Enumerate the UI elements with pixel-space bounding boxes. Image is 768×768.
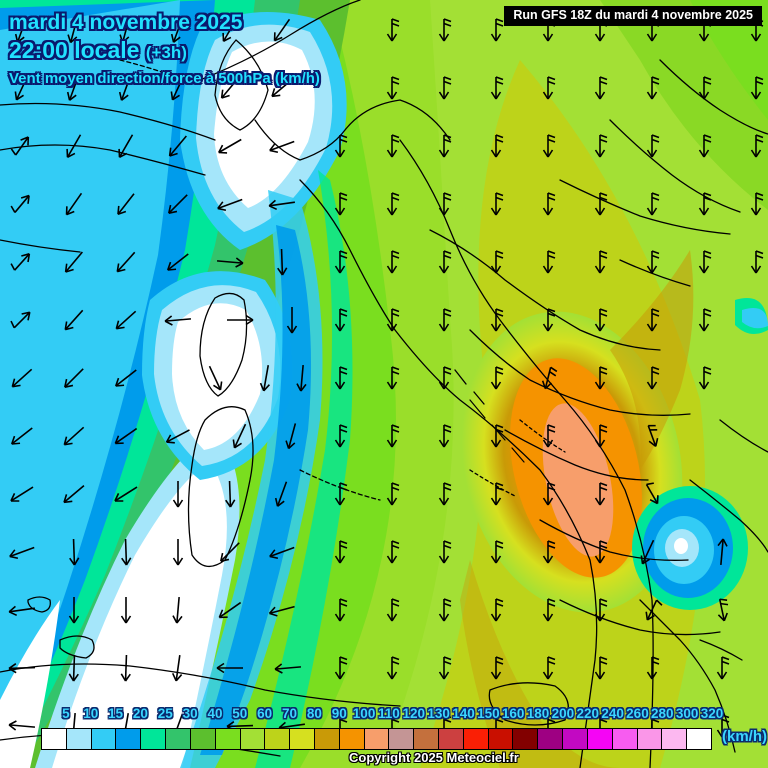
color-scale-tick-label: 220 — [576, 706, 599, 721]
color-scale-tick-label: 30 — [182, 706, 198, 721]
color-scale-swatch — [91, 729, 117, 749]
color-scale-tick-label: 100 — [352, 706, 376, 721]
color-scale-tick-label: 200 — [551, 706, 575, 721]
color-scale-swatch — [513, 729, 539, 749]
color-scale-tick-label: 260 — [626, 706, 649, 721]
color-scale-tick-label: 80 — [306, 706, 322, 721]
color-scale-tick-label: 90 — [331, 706, 347, 721]
color-scale-tick-label: 5 — [62, 706, 70, 721]
color-scale-tick-label: 300 — [675, 706, 699, 721]
color-scale-swatch — [414, 729, 439, 749]
color-scale-swatch — [538, 729, 564, 749]
color-scale-swatch — [141, 729, 167, 749]
color-scale-tick-label: 10 — [83, 706, 99, 721]
model-run-badge: Run GFS 18Z du mardi 4 novembre 2025 — [504, 6, 762, 26]
color-scale-tick-label: 25 — [157, 706, 173, 721]
color-scale-swatch — [439, 729, 464, 749]
color-scale-unit-label: (km/h) — [722, 728, 767, 745]
color-scale-tick-label: 15 — [108, 706, 124, 721]
color-scale-swatch — [687, 729, 711, 749]
color-scale-bar[interactable] — [41, 728, 712, 750]
color-scale-swatch — [563, 729, 588, 749]
color-scale-swatch — [587, 729, 613, 749]
color-scale-swatch — [389, 729, 415, 749]
color-scale-swatch — [314, 729, 340, 749]
color-scale-swatch — [488, 729, 514, 749]
color-scale-tick-label: 150 — [477, 706, 500, 721]
color-scale-swatch — [364, 729, 390, 749]
color-scale-tick-label: 180 — [526, 706, 550, 721]
color-scale-swatch — [166, 729, 191, 749]
color-scale-swatch — [463, 729, 489, 749]
color-scale-tick-label: 120 — [402, 706, 426, 721]
color-scale-tick-label: 110 — [378, 706, 400, 721]
color-scale-tick-label: 70 — [282, 706, 298, 721]
color-scale-tick-label: 40 — [207, 706, 223, 721]
color-scale-legend: 5 10 15 20 25 30 40 50 60 70 80 90 100 110 120 130 140 15… — [0, 706, 768, 752]
color-scale-swatch — [662, 729, 688, 749]
color-scale-tick-label: 280 — [651, 706, 674, 721]
color-scale-swatch — [66, 729, 92, 749]
color-scale-swatch — [612, 729, 638, 749]
color-scale-swatch — [190, 729, 216, 749]
color-scale-swatch — [215, 729, 241, 749]
color-scale-swatch — [116, 729, 142, 749]
color-scale-tick-label: 240 — [601, 706, 624, 721]
copyright-label: Copyright 2025 Meteociel.fr — [349, 750, 519, 765]
color-scale-tick-label: 50 — [232, 706, 248, 721]
color-scale-tick-label: 130 — [427, 706, 450, 721]
color-scale-swatch — [637, 729, 663, 749]
color-scale-tick-label: 140 — [452, 706, 475, 721]
color-scale-swatch — [240, 729, 266, 749]
color-scale-tick-label: 320 — [700, 706, 724, 721]
color-scale-swatch — [339, 729, 365, 749]
color-scale-tick-label: 20 — [132, 706, 148, 721]
color-scale-tick-label: 60 — [257, 706, 273, 721]
color-scale-swatch — [265, 729, 291, 749]
color-scale-swatch — [42, 729, 67, 749]
color-scale-swatch — [290, 729, 315, 749]
color-scale-tick-label: 160 — [501, 706, 525, 721]
